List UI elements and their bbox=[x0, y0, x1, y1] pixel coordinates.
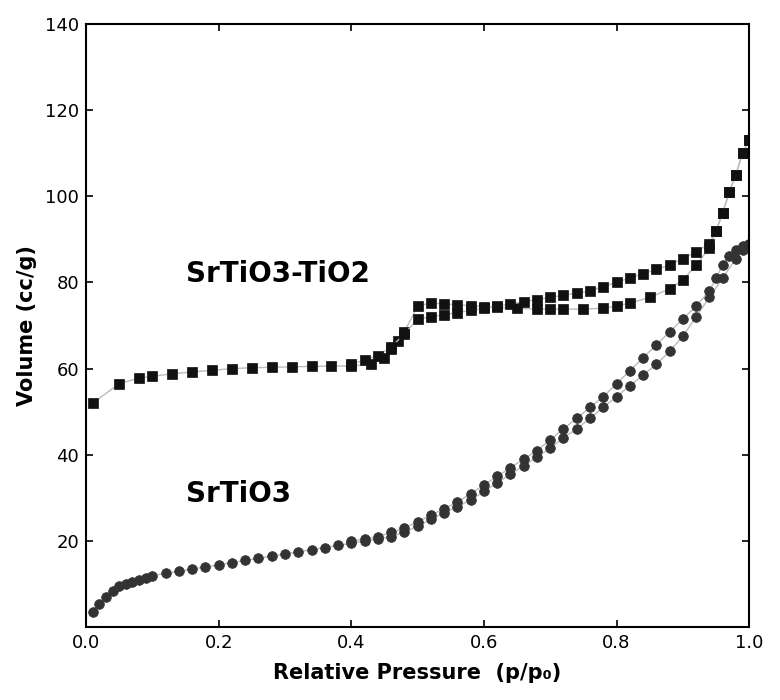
Y-axis label: Volume (cc/g): Volume (cc/g) bbox=[16, 245, 37, 406]
Text: SrTiO3-TiO2: SrTiO3-TiO2 bbox=[186, 260, 370, 288]
X-axis label: Relative Pressure  (p/p₀): Relative Pressure (p/p₀) bbox=[274, 664, 562, 683]
Text: SrTiO3: SrTiO3 bbox=[186, 480, 291, 508]
